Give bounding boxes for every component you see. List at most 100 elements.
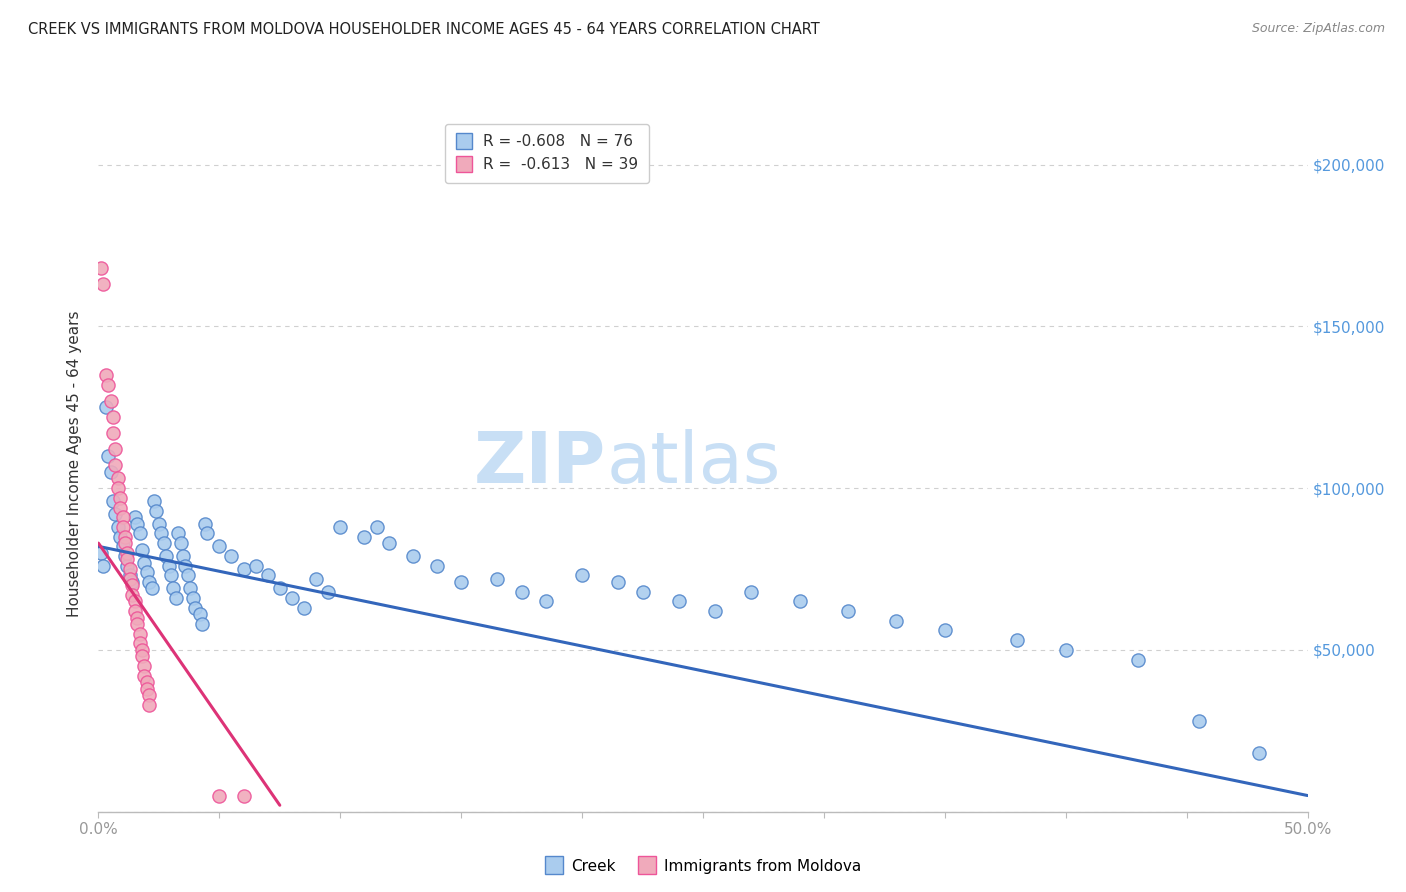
Point [101, 409, 124, 424]
Point [329, 520, 352, 534]
Point [135, 675, 157, 690]
Point [108, 530, 131, 544]
Point [269, 582, 291, 596]
Point [208, 789, 231, 803]
Text: ZIP: ZIP [474, 429, 606, 499]
Point [232, 562, 254, 576]
Point [353, 530, 375, 544]
Point [160, 568, 183, 582]
Point [128, 526, 150, 541]
Point [107, 481, 129, 495]
Point [162, 582, 184, 596]
Point [668, 594, 690, 608]
Point [127, 617, 149, 632]
Point [188, 607, 211, 622]
Legend: Creek, Immigrants from Moldova: Creek, Immigrants from Moldova [538, 853, 868, 880]
Point [97, 449, 120, 463]
Point [91, 558, 114, 573]
Point [108, 500, 131, 515]
Point [108, 491, 131, 505]
Point [534, 594, 557, 608]
Point [104, 458, 127, 473]
Point [107, 471, 129, 485]
Point [195, 526, 218, 541]
Legend: R = -0.608   N = 76, R =  -0.613   N = 39: R = -0.608 N = 76, R = -0.613 N = 39 [444, 124, 648, 183]
Point [121, 574, 143, 589]
Point [148, 516, 170, 531]
Point [377, 536, 399, 550]
Point [607, 574, 630, 589]
Point [1188, 714, 1211, 728]
Point [174, 558, 197, 573]
Point [172, 549, 194, 563]
Point [124, 510, 146, 524]
Point [91, 277, 114, 292]
Point [114, 530, 136, 544]
Point [167, 526, 190, 541]
Point [138, 698, 160, 712]
Point [292, 600, 315, 615]
Point [221, 549, 243, 563]
Point [90, 546, 112, 560]
Point [128, 626, 150, 640]
Point [208, 540, 231, 554]
Point [141, 582, 163, 596]
Point [740, 584, 762, 599]
Point [100, 465, 122, 479]
Point [1128, 652, 1150, 666]
Point [118, 568, 141, 582]
Point [97, 377, 120, 392]
Text: atlas: atlas [606, 429, 780, 499]
Point [181, 591, 204, 606]
Point [232, 789, 254, 803]
Point [184, 600, 207, 615]
Point [510, 584, 533, 599]
Point [169, 536, 191, 550]
Point [366, 520, 388, 534]
Point [245, 558, 267, 573]
Point [117, 546, 139, 560]
Text: CREEK VS IMMIGRANTS FROM MOLDOVA HOUSEHOLDER INCOME AGES 45 - 64 YEARS CORRELATI: CREEK VS IMMIGRANTS FROM MOLDOVA HOUSEHO… [28, 22, 820, 37]
Point [107, 520, 129, 534]
Point [450, 574, 472, 589]
Point [135, 566, 157, 580]
Point [90, 261, 112, 276]
Point [131, 643, 153, 657]
Point [486, 572, 509, 586]
Point [104, 507, 127, 521]
Point [886, 614, 908, 628]
Point [134, 659, 156, 673]
Point [131, 649, 153, 664]
Point [131, 542, 153, 557]
Point [145, 504, 167, 518]
Point [256, 568, 278, 582]
Point [128, 636, 150, 650]
Point [157, 558, 180, 573]
Point [1054, 643, 1077, 657]
Point [94, 368, 117, 382]
Point [837, 604, 859, 618]
Point [117, 552, 139, 566]
Point [101, 494, 124, 508]
Point [121, 578, 143, 592]
Point [426, 558, 449, 573]
Point [704, 604, 727, 618]
Point [194, 516, 217, 531]
Point [111, 540, 134, 554]
Point [127, 516, 149, 531]
Point [138, 688, 160, 702]
Point [934, 624, 956, 638]
Point [104, 442, 127, 457]
Point [101, 426, 124, 441]
Point [135, 681, 157, 696]
Point [118, 562, 141, 576]
Point [134, 669, 156, 683]
Point [165, 591, 187, 606]
Point [114, 549, 136, 563]
Point [1249, 747, 1271, 761]
Point [124, 594, 146, 608]
Point [281, 591, 304, 606]
Point [571, 568, 593, 582]
Point [138, 574, 160, 589]
Point [111, 520, 134, 534]
